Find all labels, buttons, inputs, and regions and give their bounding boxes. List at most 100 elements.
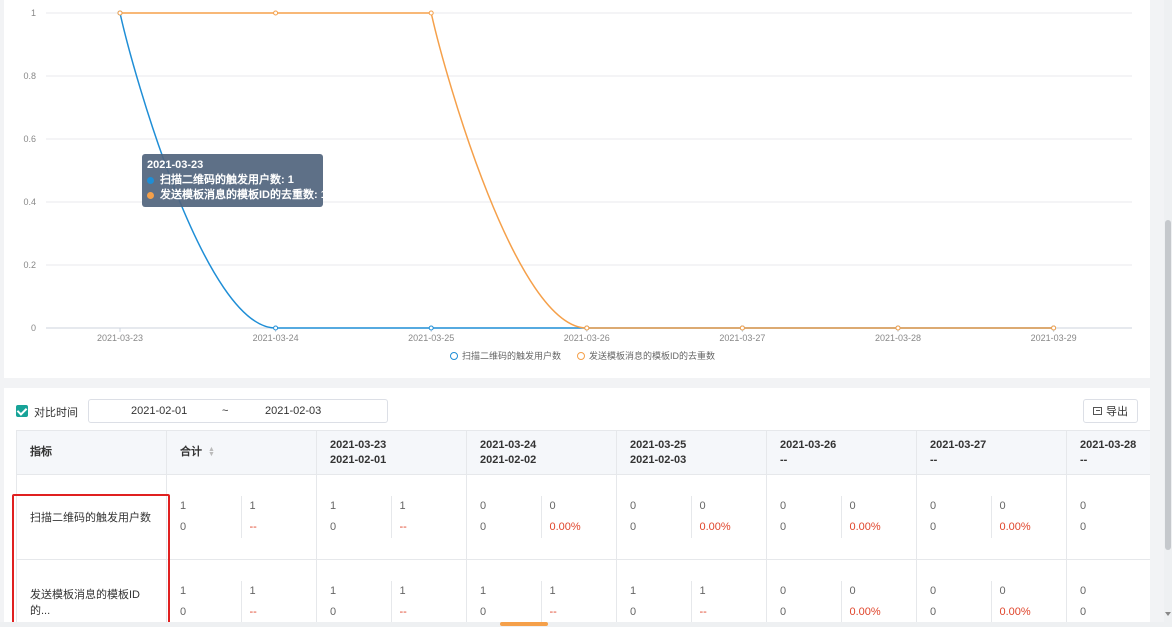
header-compare-date: 2021-02-03 — [630, 453, 687, 466]
x-tick-label: 2021-03-28 — [875, 333, 921, 343]
value-compare: 0 0.00% — [541, 496, 603, 538]
header-date: 2021-03-28 — [1080, 438, 1137, 451]
value-pair: 0 0 0 0.00% — [780, 581, 903, 623]
legend-label-series-1: 扫描二维码的触发用户数 — [462, 351, 562, 361]
x-tick-label: 2021-03-27 — [719, 333, 765, 343]
metric-name-cell: 发送模板消息的模板ID的... — [16, 559, 167, 627]
table-toolbar: 对比时间 2021-02-01 ~ 2021-02-03 导出 — [4, 398, 1150, 424]
date-cell: 0 0 0 0.00% — [616, 474, 767, 560]
horizontal-scrollbar-thumb[interactable] — [500, 622, 548, 626]
value-compare: 1 -- — [541, 581, 603, 623]
date-start[interactable]: 2021-02-01 — [131, 405, 188, 417]
value-compare: 0 0.00% — [841, 581, 903, 623]
export-label: 导出 — [1106, 406, 1128, 418]
series-line-1 — [119, 12, 1054, 329]
x-tick-label: 2021-03-25 — [408, 333, 454, 343]
value-compare: 1 -- — [241, 496, 303, 538]
header-compare-date: 2021-02-02 — [480, 453, 537, 466]
metrics-table: 指标 合计 ▲ ▼ 2021-03-23 2021-02-01 2021-03-24 2… — [16, 430, 1150, 627]
change-rate: 0.00% — [549, 521, 581, 533]
metric-name-cell: 扫描二维码的触发用户数 — [16, 474, 167, 560]
x-tick-label: 2021-03-23 — [97, 333, 143, 343]
y-tick-label: 0.4 — [23, 197, 36, 207]
date-cell: 1 0 1 -- — [466, 559, 617, 627]
legend-circle-icon — [450, 351, 458, 360]
header-compare-date: -- — [1080, 453, 1088, 466]
data-table-panel: 对比时间 2021-02-01 ~ 2021-02-03 导出 指标 合计 ▲ ▼ … — [4, 388, 1150, 627]
compare-checkbox[interactable] — [16, 405, 28, 417]
value-pair: 1 0 1 -- — [180, 496, 303, 538]
data-point — [117, 10, 123, 16]
data-point — [584, 325, 590, 331]
change-rate: -- — [399, 521, 407, 533]
header-date-col: 2021-03-25 2021-02-03 — [616, 430, 767, 475]
data-point — [1051, 325, 1057, 331]
horizontal-scrollbar[interactable] — [0, 622, 1164, 627]
tooltip-line-2-text: 发送模板消息的模板ID的去重数: 1 — [160, 189, 327, 201]
value-compare: 0 0.00% — [991, 496, 1053, 538]
scrollbar-thumb[interactable] — [1165, 220, 1171, 550]
change-rate: 0.00% — [699, 521, 731, 533]
date-cell: 1 0 1 -- — [616, 559, 767, 627]
header-date-col: 2021-03-26 -- — [766, 430, 917, 475]
header-date: 2021-03-26 — [780, 438, 837, 451]
x-tick-label: 2021-03-24 — [253, 333, 299, 343]
legend-item-series-2[interactable]: 发送模板消息的模板ID的去重数 — [577, 349, 715, 362]
legend-item-series-1[interactable]: 扫描二维码的触发用户数 — [450, 349, 561, 362]
date-end[interactable]: 2021-02-03 — [265, 405, 322, 417]
date-separator: ~ — [222, 405, 229, 417]
header-compare-date: -- — [780, 453, 788, 466]
y-tick-label: 0.6 — [23, 134, 36, 144]
header-date-col: 2021-03-24 2021-02-02 — [466, 430, 617, 475]
value-pair: 1 0 1 -- — [330, 581, 453, 623]
data-point — [895, 325, 901, 331]
line-chart: 0 0.2 0.4 0.6 0.8 1 2021-03-23 2021-03-24 2021-0… — [23, 8, 1132, 343]
value-compare: 1 -- — [691, 581, 753, 623]
y-tick-label: 1 — [31, 8, 36, 18]
header-date-col: 2021-03-28 -- — [1066, 430, 1150, 475]
legend-label-series-2: 发送模板消息的模板ID的去重数 — [589, 351, 716, 361]
tooltip-line-1: 扫描二维码的触发用户数: 1 — [147, 173, 318, 188]
compare-date-range-picker[interactable]: 2021-02-01 ~ 2021-02-03 — [88, 399, 388, 423]
data-point — [428, 10, 434, 16]
data-point — [273, 10, 279, 16]
date-cell: 0 0 0 0.00% — [466, 474, 617, 560]
header-compare-date: -- — [930, 453, 938, 466]
data-point — [428, 325, 434, 331]
value-pair: 1 0 1 -- — [630, 581, 753, 623]
chart-panel: 0 0.2 0.4 0.6 0.8 1 2021-03-23 2021-03-24 2021-0… — [4, 0, 1150, 378]
export-button[interactable]: 导出 — [1083, 399, 1138, 423]
date-cell: 1 0 1 -- — [316, 559, 467, 627]
scroll-down-arrow-icon[interactable] — [1165, 612, 1171, 616]
value-compare: 1 -- — [391, 496, 453, 538]
change-rate: -- — [699, 606, 707, 618]
metric-name: 扫描二维码的触发用户数 — [30, 512, 151, 524]
data-point — [739, 325, 745, 331]
sort-icon[interactable]: ▲ ▼ — [208, 446, 215, 459]
header-total[interactable]: 合计 ▲ ▼ — [166, 430, 317, 475]
value-compare: 0 0.00% — [691, 496, 753, 538]
series-line-2 — [120, 12, 1054, 329]
chart-legend: 扫描二维码的触发用户数 发送模板消息的模板ID的去重数 — [450, 349, 715, 362]
change-rate: 0.00% — [849, 606, 881, 618]
header-date: 2021-03-23 — [330, 438, 387, 451]
change-rate: -- — [249, 606, 257, 618]
x-tick-label: 2021-03-29 — [1031, 333, 1077, 343]
data-point — [273, 325, 279, 331]
value-compare: 0 0.00% — [841, 496, 903, 538]
date-cell: 0 0 0 0.00% — [916, 474, 1067, 560]
vertical-scrollbar[interactable] — [1164, 0, 1172, 627]
